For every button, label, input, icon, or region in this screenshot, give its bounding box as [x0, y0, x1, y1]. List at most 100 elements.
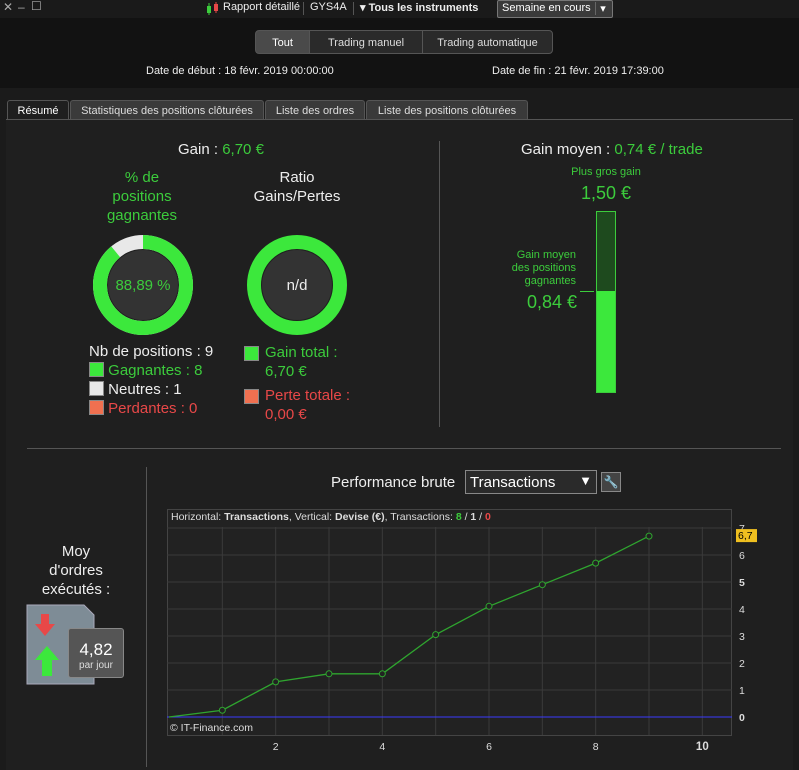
ratio-value: n/d — [287, 277, 308, 294]
y-tick-label: 1 — [739, 685, 745, 697]
data-point — [325, 670, 333, 678]
loss-total-value: 0,00 € — [265, 406, 307, 423]
copyright: © IT-Finance.com — [170, 722, 254, 734]
data-point — [378, 670, 386, 678]
ratio-ring — [247, 235, 347, 335]
performance-chart: 0 1 2 3 4 5 6 7 2 4 6 8 10 6,7 — [167, 523, 757, 753]
info-horizontal: Transactions — [224, 511, 289, 523]
x-tick-label: 6 — [486, 741, 492, 753]
ratio-donut: n/d — [247, 235, 347, 335]
segment-manual[interactable]: Trading manuel — [309, 30, 423, 54]
donut-center — [108, 250, 178, 320]
gain-total-label: Gain total : — [265, 344, 338, 361]
arrow-up-icon — [35, 646, 59, 676]
last-value-label: 6,7 — [738, 530, 753, 542]
pct-title-line: positions — [112, 188, 172, 205]
data-point — [272, 678, 280, 686]
gain-bar — [596, 211, 616, 393]
loss-total-swatch — [244, 389, 259, 404]
ratio-center — [262, 250, 332, 320]
start-date: Date de début : 18 févr. 2019 00:00:00 — [146, 65, 334, 77]
info-sep: / — [461, 511, 471, 523]
avg-gain-row: Gain moyen : 0,74 € / trade — [521, 141, 703, 158]
winning-swatch — [89, 362, 104, 377]
pct-title-line: % de — [124, 169, 160, 186]
x-tick-label: 8 — [593, 741, 599, 753]
x-tick-label: 4 — [379, 741, 385, 753]
instruments-dropdown[interactable]: ▾ Tous les instruments — [360, 2, 479, 14]
y-tick-label: 4 — [739, 604, 745, 616]
data-point — [645, 532, 653, 540]
info-text: , Vertical: — [288, 511, 335, 523]
performance-select-value: Transactions — [470, 474, 556, 491]
info-neutral-count: 1 — [470, 511, 477, 523]
arrow-down-icon — [35, 614, 55, 636]
performance-select[interactable]: Transactions ▼ — [465, 470, 597, 494]
data-point — [485, 602, 493, 610]
orders-title: Moy d'ordres exécutés : — [28, 542, 124, 599]
info-vertical: Devise (€) — [335, 511, 385, 523]
gain-row: Gain : 6,70 € — [178, 141, 264, 158]
data-point — [218, 706, 226, 714]
gain-label: Gain : — [178, 141, 219, 158]
chevron-down-icon[interactable]: ▾ — [595, 2, 610, 15]
orders-title-line: exécutés : — [41, 581, 111, 598]
neutral-label: Neutres : 1 — [108, 381, 182, 398]
wrench-icon[interactable]: 🔧 — [601, 472, 621, 492]
pct-title-line: gagnantes — [106, 207, 178, 224]
gain-total: Gain total : 6,70 € — [265, 343, 338, 381]
instrument-label[interactable]: GYS4A — [310, 1, 347, 13]
losing-label: Perdantes : 0 — [108, 400, 198, 417]
avg-win-line: Gain moyen — [516, 249, 576, 261]
y-tick-label: 0 — [739, 712, 745, 724]
orders-value: 4,82 — [79, 640, 113, 659]
legend-winning: Gagnantes : 8 — [89, 362, 202, 379]
info-win-count: 8 — [455, 511, 462, 523]
gain-total-swatch — [244, 346, 259, 361]
period-select[interactable]: Semaine en cours ▾ — [497, 0, 613, 18]
x-tick-label: 2 — [273, 741, 279, 753]
candlestick-icon — [206, 2, 218, 15]
orders-title-line: d'ordres — [49, 562, 103, 579]
chart-frame — [167, 509, 732, 736]
ratio-title: Ratio Gains/Pertes — [240, 168, 354, 206]
close-icon[interactable]: ✕ — [3, 0, 14, 14]
avg-win-pointer — [580, 291, 594, 292]
segment-auto[interactable]: Trading automatique — [422, 30, 553, 54]
segment-all[interactable]: Tout — [255, 30, 310, 54]
y-tick-label: 5 — [739, 577, 745, 589]
y-tick-label: 6 — [739, 550, 745, 562]
pct-winning-title: % de positions gagnantes — [90, 168, 194, 225]
tab-closed-positions[interactable]: Liste des positions clôturées — [366, 100, 528, 120]
data-point — [592, 559, 600, 567]
tab-closed-stats[interactable]: Statistiques des positions clôturées — [70, 100, 264, 120]
end-date: Date de fin : 21 févr. 2019 17:39:00 — [492, 65, 664, 77]
orders-title-line: Moy — [61, 543, 91, 560]
data-point — [538, 581, 546, 589]
chevron-down-icon[interactable]: ▼ — [579, 473, 592, 488]
minimize-icon[interactable]: – — [18, 0, 25, 14]
avg-win-line: gagnantes — [524, 275, 576, 287]
neutral-swatch — [89, 381, 104, 396]
ratio-title-line: Gains/Pertes — [253, 188, 341, 205]
section-divider — [27, 448, 781, 449]
avg-win-label: Gain moyen des positions gagnantes — [490, 249, 576, 288]
section-divider — [439, 141, 440, 427]
pct-value: 88,89 % — [115, 277, 170, 294]
x-tick-label: 10 — [696, 741, 709, 753]
y-tick-label: 7 — [739, 523, 745, 535]
positions-count: Nb de positions : 9 — [89, 343, 214, 360]
tab-summary[interactable]: Résumé — [7, 100, 69, 120]
legend-losing: Perdantes : 0 — [89, 400, 197, 417]
gain-total-value: 6,70 € — [265, 363, 307, 380]
gain-value: 6,70 € — [222, 141, 264, 158]
avg-gain-value: 0,74 € / trade — [614, 141, 703, 158]
last-value-tag — [736, 529, 757, 543]
tab-orders[interactable]: Liste des ordres — [265, 100, 365, 120]
losing-swatch — [89, 400, 104, 415]
info-loss-count: 0 — [485, 511, 491, 523]
avg-win-line: des positions — [511, 262, 576, 274]
winning-label: Gagnantes : 8 — [108, 362, 203, 379]
series-line — [168, 535, 650, 718]
maximize-icon[interactable]: ☐ — [31, 0, 42, 13]
